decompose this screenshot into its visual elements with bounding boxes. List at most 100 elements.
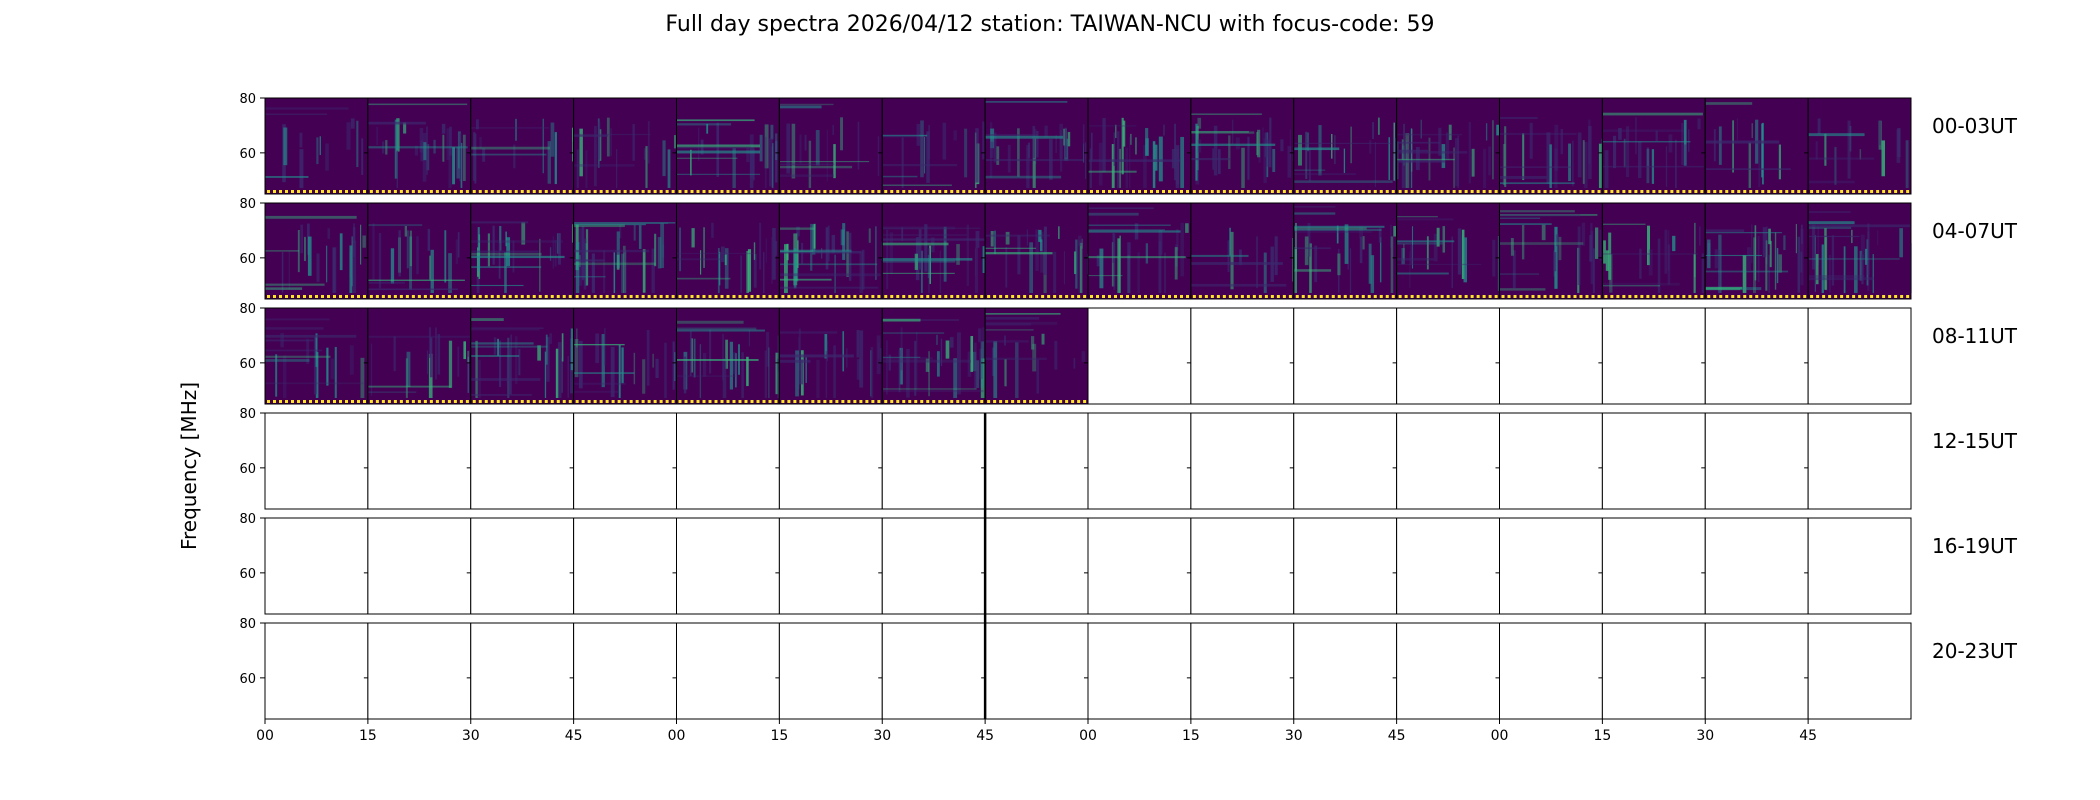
spectral-line xyxy=(1602,285,1660,287)
spectral-line xyxy=(985,329,1034,331)
flag-dot xyxy=(1428,190,1432,193)
spectra-panel xyxy=(466,307,575,405)
spectra-panel xyxy=(878,307,986,405)
panel-background xyxy=(1088,203,1191,299)
flag-dot xyxy=(1325,190,1329,193)
flag-dot xyxy=(1440,190,1444,193)
spectral-stripe xyxy=(1697,118,1701,130)
flag-dot xyxy=(1180,190,1183,193)
spectral-stripe xyxy=(795,350,799,397)
spectral-stripe xyxy=(444,230,447,283)
flag-dot xyxy=(1900,295,1904,298)
spectral-stripe xyxy=(1401,139,1404,160)
spectral-line xyxy=(470,252,542,256)
flag-dot xyxy=(781,190,785,193)
flag-dot xyxy=(1295,190,1299,193)
spectral-stripe xyxy=(1485,123,1488,141)
flag-dot xyxy=(1676,190,1680,193)
flag-dot xyxy=(884,400,888,403)
flag-dot xyxy=(1047,190,1051,193)
flag-dot xyxy=(1398,295,1402,298)
spectral-line xyxy=(985,175,1062,179)
flag-dot xyxy=(781,400,785,403)
spectral-stripe xyxy=(467,350,470,364)
flag-dot xyxy=(568,400,572,403)
spectral-stripe xyxy=(1336,225,1339,244)
spectral-stripe xyxy=(1118,148,1122,188)
spectral-stripe xyxy=(330,358,335,380)
spectral-stripe xyxy=(459,133,462,180)
spectral-line xyxy=(1602,141,1691,143)
spectral-stripe xyxy=(1599,229,1602,261)
flag-dot xyxy=(429,190,433,193)
spectral-stripe xyxy=(1111,242,1115,287)
flag-dot xyxy=(538,295,542,298)
flag-dot xyxy=(690,295,694,298)
flag-dot xyxy=(1882,190,1886,193)
spectral-stripe xyxy=(1598,143,1603,188)
spectral-line xyxy=(1705,270,1789,273)
panel-background xyxy=(265,413,368,509)
spectra-panel xyxy=(1598,307,1706,405)
flag-dot xyxy=(1525,190,1529,193)
spectral-stripe xyxy=(876,335,881,375)
flag-dot xyxy=(877,190,881,193)
flag-dot xyxy=(1664,295,1668,298)
flag-dot xyxy=(514,400,518,403)
panel-background xyxy=(367,623,471,719)
spectral-stripe xyxy=(622,245,626,293)
flag-dot xyxy=(974,400,978,403)
flag-dot xyxy=(303,400,306,403)
flag-dot xyxy=(375,190,379,193)
spectral-stripe xyxy=(610,346,615,398)
spectral-stripe xyxy=(1298,134,1302,166)
spectral-stripe xyxy=(1059,123,1064,159)
panel-background xyxy=(470,518,574,614)
panel-background xyxy=(573,623,677,719)
spectral-stripe xyxy=(1308,148,1311,182)
spectral-line xyxy=(882,242,949,246)
spectral-stripe xyxy=(1748,142,1751,188)
spectral-stripe xyxy=(1471,148,1475,177)
spectral-stripe xyxy=(857,121,860,170)
spectral-line xyxy=(265,349,323,352)
flag-dot xyxy=(926,295,930,298)
panel-background xyxy=(1293,623,1397,719)
panel-background xyxy=(1602,623,1706,719)
spectral-line xyxy=(265,176,309,178)
spectral-stripe xyxy=(1582,140,1585,184)
spectral-stripe xyxy=(798,337,800,390)
flag-dot xyxy=(405,190,409,193)
spectra-panel xyxy=(981,97,1089,195)
spectra-panel xyxy=(569,97,677,195)
flag-dot xyxy=(1096,295,1099,298)
flag-dot xyxy=(472,190,476,193)
spectra-panel xyxy=(1598,622,1706,720)
spectral-stripe xyxy=(1718,126,1722,165)
flag-dot xyxy=(956,400,960,403)
flag-dot xyxy=(987,400,991,403)
flag-dot xyxy=(829,295,833,298)
flag-dot xyxy=(496,190,500,193)
flag-dot xyxy=(787,400,791,403)
spectral-stripe xyxy=(1768,228,1771,245)
spectra-panel xyxy=(569,517,677,615)
panel-frame xyxy=(1807,622,1912,720)
flag-dot xyxy=(1138,295,1141,298)
panel-background xyxy=(1602,518,1706,614)
spectral-stripe xyxy=(1158,136,1163,182)
flag-dot xyxy=(1858,295,1862,298)
flag-dot xyxy=(520,400,524,403)
flag-dot xyxy=(562,190,566,193)
spectral-line xyxy=(779,103,834,106)
spectral-stripe xyxy=(661,244,665,258)
flag-dot xyxy=(1840,295,1844,298)
flag-dot xyxy=(581,295,585,298)
spectral-stripe xyxy=(352,240,357,293)
spectral-stripe xyxy=(409,236,413,290)
spectral-line xyxy=(1499,117,1538,119)
flag-dot xyxy=(1120,295,1123,298)
flag-dot xyxy=(1567,295,1571,298)
spectra-panel xyxy=(569,412,677,510)
panel-background xyxy=(1396,203,1500,299)
